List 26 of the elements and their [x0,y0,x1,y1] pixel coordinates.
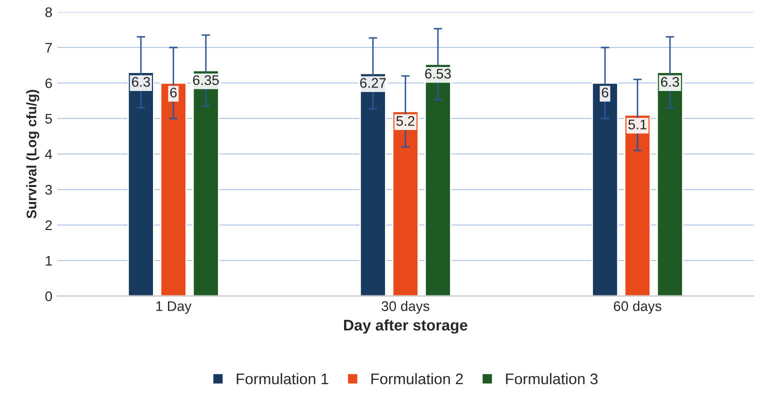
y-tick-label: 7 [46,42,52,53]
data-label: 6 [170,88,177,98]
data-label: 6 [602,88,608,98]
data-label: 5.2 [396,116,414,126]
y-tick-label: 6 [45,78,52,88]
data-label: 6.27 [360,78,386,88]
data-label: 6.3 [661,76,680,87]
y-tick-label: 4 [45,149,52,160]
data-label: 5.1 [628,120,646,130]
x-tick-label: 1 Day [156,301,192,314]
data-label: 6.53 [425,68,451,79]
y-tick-label: 3 [45,184,52,195]
y-tick-label: 5 [45,114,52,124]
x-tick-label: 60 days [614,300,662,314]
data-label: 6.3 [132,76,150,87]
legend-label: Formulation 2 [371,373,463,384]
y-tick-label: 0 [45,291,52,302]
y-axis-title: Survival (Log cfu/g) [26,90,40,218]
data-label: 6.35 [193,75,219,86]
y-tick-label: 1 [46,256,52,266]
y-tick-label: 2 [45,220,52,230]
y-tick-label: 8 [45,7,52,18]
x-axis-title: Day after storage [344,319,468,334]
legend-label: Formulation 1 [236,373,328,384]
legend-label: Formulation 3 [506,373,598,384]
x-tick-label: 30 days [382,300,430,314]
